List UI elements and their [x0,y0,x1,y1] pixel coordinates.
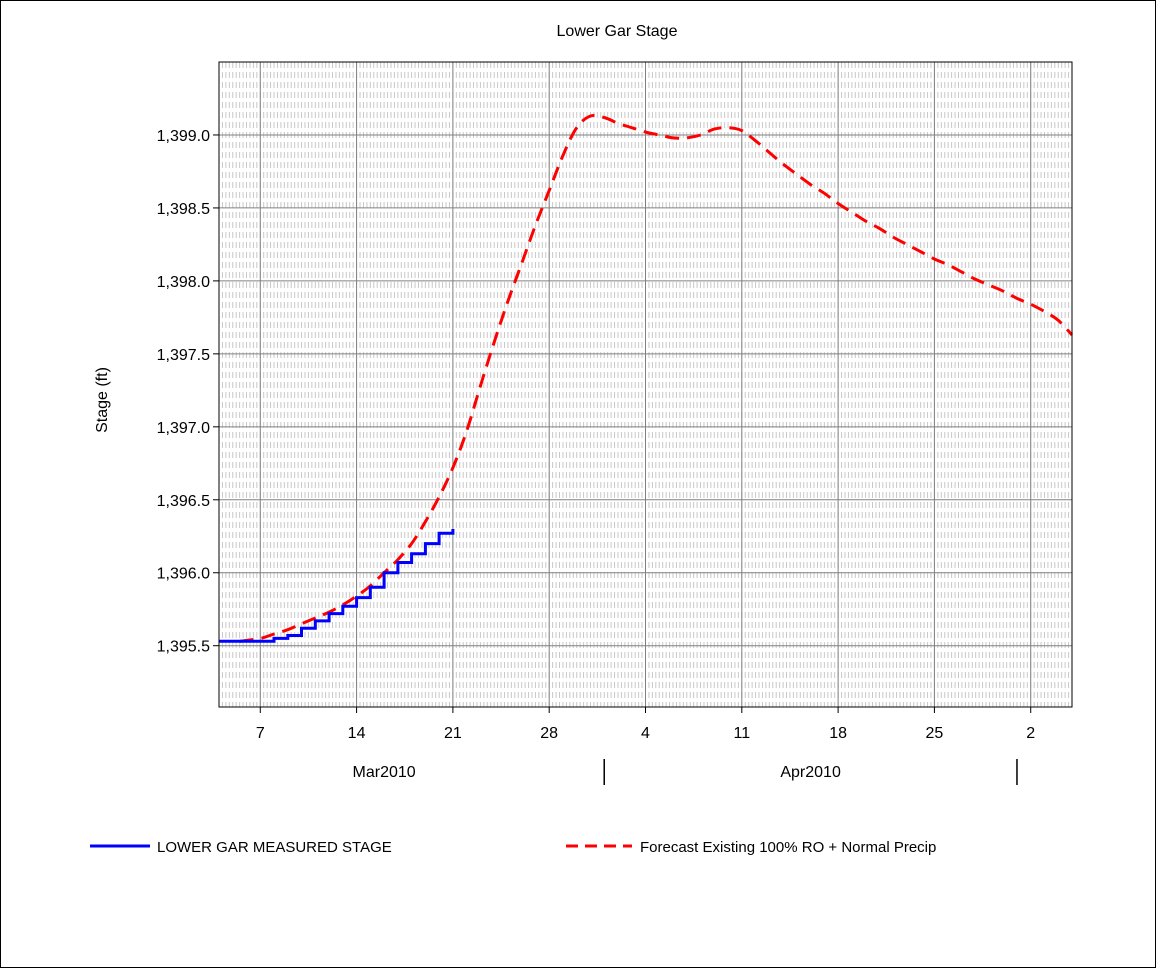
y-tick-label: 1,395.5 [157,639,210,656]
x-tick-label: 11 [734,725,751,742]
chart-title: Lower Gar Stage [557,23,678,40]
series-line-measured-stage [219,529,455,643]
grid-layer [218,62,1073,707]
legend-label-forecast: Forecast Existing 100% RO + Normal Preci… [640,839,936,856]
x-month-label: Mar2010 [353,764,416,781]
x-tick-label: 2 [1026,725,1035,742]
legend-label-measured: LOWER GAR MEASURED STAGE [157,839,392,856]
x-tick-label: 25 [926,725,944,742]
x-tick-label: 7 [256,725,265,742]
x-tick-label: 4 [641,725,650,742]
x-tick-label: 14 [348,725,366,742]
legend[interactable]: LOWER GAR MEASURED STAGE Forecast Existi… [90,839,936,856]
y-tick-label: 1,397.5 [157,347,210,364]
series-layer [219,113,1074,643]
y-axis-label: Stage (ft) [94,367,111,433]
x-tick-label: 28 [540,725,558,742]
y-tick-label: 1,398.5 [157,201,210,218]
y-tick-label: 1,396.0 [157,566,210,583]
x-month-label: Apr2010 [780,764,841,781]
x-tick-label: 18 [829,725,847,742]
y-tick-label: 1,399.0 [157,128,210,145]
y-tick-label: 1,397.0 [157,420,210,437]
y-tick-label: 1,398.0 [157,274,210,291]
y-tick-label: 1,396.5 [157,493,210,510]
plot-area [218,61,1073,708]
x-tick-label: 21 [444,725,462,742]
axis-layer: 7 14 21 28 4 11 18 25 2 1,395.5 1,396.0 1,396.5 1,39… [157,128,1035,785]
